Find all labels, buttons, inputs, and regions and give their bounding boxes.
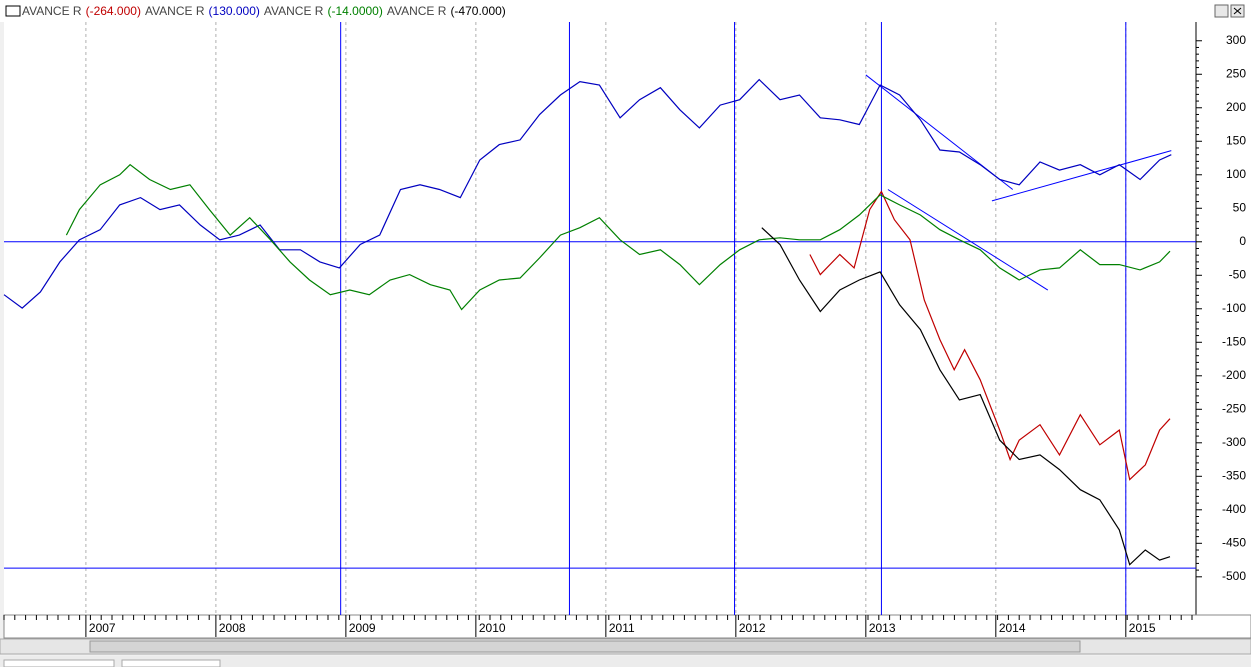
y-tick-label: -50 <box>1229 267 1247 281</box>
legend-value: (-14.0000) <box>327 4 382 18</box>
legend-value: (130.000) <box>209 4 260 18</box>
restore-button[interactable] <box>1214 4 1229 18</box>
series-line <box>3 78 1172 309</box>
y-tick-label: 100 <box>1226 167 1246 181</box>
y-axis-area <box>1196 22 1251 615</box>
window-icon <box>5 5 21 17</box>
y-tick-label: -500 <box>1222 569 1246 583</box>
legend-name: AVANCE R <box>145 4 205 18</box>
y-tick-label: -150 <box>1222 334 1246 348</box>
x-tick-label: 2013 <box>869 621 896 635</box>
y-tick-label: 200 <box>1226 100 1246 114</box>
toolbar-field[interactable] <box>121 659 221 667</box>
y-tick-label: 0 <box>1239 234 1246 248</box>
legend-value: (-470.000) <box>450 4 505 18</box>
series-line <box>65 163 1171 311</box>
chart-title: AVANCE R (-264.000) AVANCE R (130.000) AVANC… <box>22 4 506 18</box>
x-tick-label: 2012 <box>739 621 766 635</box>
y-tick-label: -400 <box>1222 502 1246 516</box>
x-tick-label: 2011 <box>609 621 635 635</box>
y-tick-label: 250 <box>1226 66 1246 80</box>
y-tick-label: -100 <box>1222 301 1246 315</box>
toolbar-field[interactable] <box>3 659 115 667</box>
x-tick-label: 2010 <box>479 621 506 635</box>
legend-name: AVANCE R <box>387 4 447 18</box>
legend-name: AVANCE R <box>264 4 324 18</box>
y-tick-label: 50 <box>1233 200 1247 214</box>
scroll-thumb[interactable] <box>89 640 1081 653</box>
trend-line <box>887 189 1049 291</box>
plot: 300 250 200 150 100 50 0 -50 -100 -150 -200 -250 -30… <box>3 22 1247 637</box>
close-icon <box>1233 7 1242 15</box>
y-tick-label: -450 <box>1222 535 1246 549</box>
title-bar <box>0 0 1251 22</box>
plot-area <box>4 22 1196 615</box>
y-tick-label: -300 <box>1222 435 1246 449</box>
y-tick-label: -350 <box>1222 468 1246 482</box>
trend-line <box>991 150 1172 202</box>
y-tick-label: -250 <box>1222 401 1246 415</box>
legend-name: AVANCE R <box>22 4 82 18</box>
toolbar <box>0 656 1251 667</box>
x-tick-label: 2014 <box>999 621 1026 635</box>
x-tick-label: 2007 <box>89 621 116 635</box>
y-tick-label: 300 <box>1226 33 1246 47</box>
series-line <box>761 227 1171 566</box>
x-axis-area <box>3 614 1251 639</box>
x-tick-label: 2008 <box>219 621 246 635</box>
legend-value: (-264.000) <box>86 4 141 18</box>
x-tick-label: 2009 <box>349 621 376 635</box>
y-tick-label: 150 <box>1226 133 1246 147</box>
x-tick-label: 2015 <box>1129 621 1156 635</box>
series-line <box>809 190 1171 481</box>
y-tick-label: -200 <box>1222 368 1246 382</box>
